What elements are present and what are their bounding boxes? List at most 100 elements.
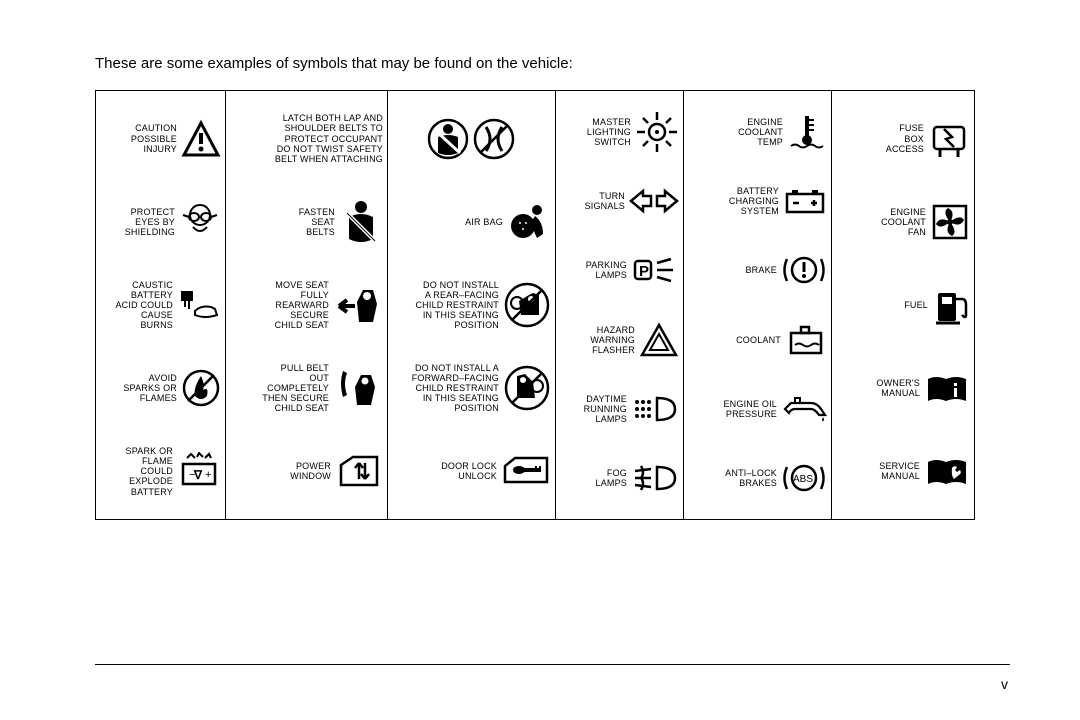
symbol-label: POWER WINDOW [290, 461, 331, 481]
symbol-label: MASTER LIGHTING SWITCH [587, 117, 631, 147]
symbol-label: LATCH BOTH LAP AND SHOULDER BELTS TO PRO… [275, 113, 383, 163]
parking-lamps-icon: P [631, 255, 679, 285]
caution-triangle-icon [181, 119, 221, 159]
symbol-cell: DOOR LOCK UNLOCK [392, 430, 551, 513]
symbol-label: BATTERY CHARGING SYSTEM [729, 186, 779, 216]
symbol-label: PARKING LAMPS [586, 260, 627, 280]
childseat-belt-icon [333, 363, 383, 413]
page-number: v [1001, 676, 1008, 692]
oil-icon [781, 395, 827, 423]
symbol-label: PULL BELT OUT COMPLETELY THEN SECURE CHI… [262, 363, 329, 413]
column: AIR BAG DO NOT INSTALL A REAR–FACING CHIL… [388, 91, 556, 519]
abs-icon: ABS [781, 461, 827, 495]
symbol-label: DAYTIME RUNNING LAMPS [584, 394, 627, 424]
goggles-icon [179, 201, 221, 243]
symbol-cell: FUEL [836, 263, 970, 346]
master-light-icon [635, 110, 679, 154]
symbol-label: OWNER'S MANUAL [876, 378, 920, 398]
symbol-label: SERVICE MANUAL [879, 461, 920, 481]
symbol-cell: PROTECT EYES BY SHIELDING [100, 180, 221, 263]
door-lock-icon [501, 454, 551, 488]
symbol-label: COOLANT [736, 335, 781, 345]
power-window-icon [335, 451, 383, 491]
svg-text:∇: ∇ [193, 468, 203, 482]
symbol-label: PROTECT EYES BY SHIELDING [125, 207, 175, 237]
no-rear-childseat-icon [503, 281, 551, 329]
symbol-cell: DO NOT INSTALL A REAR–FACING CHILD RESTR… [392, 263, 551, 346]
symbol-label: ENGINE COOLANT FAN [881, 207, 926, 237]
svg-text:ABS: ABS [793, 474, 813, 485]
drl-icon [631, 394, 679, 424]
acid-hand-icon [177, 287, 221, 323]
symbol-label: ENGINE COOLANT TEMP [738, 117, 783, 147]
brake-icon [781, 253, 827, 287]
symbol-cell: BATTERY CHARGING SYSTEM [688, 166, 827, 235]
symbol-label: ENGINE OIL PRESSURE [723, 399, 777, 419]
symbol-cell: HAZARD WARNING FLASHER [560, 305, 679, 374]
symbol-panel: CAUTION POSSIBLE INJURY PROTECT EYES BY S… [95, 90, 975, 520]
symbol-cell: TURN SIGNALS [560, 166, 679, 235]
symbol-label: FASTEN SEAT BELTS [299, 207, 335, 237]
belt-twist-icon [426, 117, 518, 161]
symbol-label: SPARK OR FLAME COULD EXPLODE BATTERY [126, 446, 173, 496]
intro-text: These are some examples of symbols that … [95, 55, 1010, 72]
symbol-cell [392, 97, 551, 180]
fuel-icon [932, 285, 970, 325]
symbol-cell: COOLANT [688, 305, 827, 374]
svg-text:+: + [205, 469, 211, 481]
column: LATCH BOTH LAP AND SHOULDER BELTS TO PRO… [226, 91, 388, 519]
coolant-icon [785, 323, 827, 357]
symbol-label: FUEL [904, 300, 928, 310]
symbol-cell: DO NOT INSTALL A FORWARD–FACING CHILD RE… [392, 347, 551, 430]
symbol-cell: PARKING LAMPS P [560, 236, 679, 305]
symbol-cell: ENGINE COOLANT TEMP [688, 97, 827, 166]
symbol-cell: SPARK OR FLAME COULD EXPLODE BATTERY−∇+ [100, 430, 221, 513]
fuse-icon [928, 119, 970, 159]
footer-rule [95, 664, 1010, 665]
symbol-cell: AIR BAG [392, 180, 551, 263]
symbol-cell: OWNER'S MANUAL [836, 347, 970, 430]
no-flame-icon [181, 368, 221, 408]
symbol-label: ANTI–LOCK BRAKES [725, 468, 777, 488]
symbol-cell: FUSE BOX ACCESS [836, 97, 970, 180]
battery-explode-icon: −∇+ [177, 452, 221, 490]
symbol-label: DO NOT INSTALL A REAR–FACING CHILD RESTR… [415, 280, 499, 330]
symbol-cell: ANTI–LOCK BRAKES ABS [688, 444, 827, 513]
battery-icon [783, 186, 827, 216]
symbol-label: AIR BAG [465, 217, 503, 227]
symbol-label: FOG LAMPS [595, 468, 627, 488]
symbol-cell: SERVICE MANUAL [836, 430, 970, 513]
symbol-cell: PULL BELT OUT COMPLETELY THEN SECURE CHI… [230, 347, 383, 430]
svg-text:P: P [639, 263, 649, 280]
symbol-cell: FASTEN SEAT BELTS [230, 180, 383, 263]
symbol-cell: MOVE SEAT FULLY REARWARD SECURE CHILD SE… [230, 263, 383, 346]
symbol-cell: POWER WINDOW [230, 430, 383, 513]
column: ENGINE COOLANT TEMP BATTERY CHARGING SYST… [684, 91, 832, 519]
symbol-cell: ENGINE COOLANT FAN [836, 180, 970, 263]
symbol-label: BRAKE [745, 265, 777, 275]
symbol-label: TURN SIGNALS [585, 191, 625, 211]
symbol-cell: MASTER LIGHTING SWITCH [560, 97, 679, 166]
symbol-cell: ENGINE OIL PRESSURE [688, 374, 827, 443]
column: FUSE BOX ACCESS ENGINE COOLANT FAN FUEL OWN… [832, 91, 974, 519]
column: MASTER LIGHTING SWITCH TURN SIGNALS PARKIN… [556, 91, 684, 519]
turn-signals-icon [629, 187, 679, 215]
no-fwd-childseat-icon [503, 364, 551, 412]
symbol-cell: CAUSTIC BATTERY ACID COULD CAUSE BURNS [100, 263, 221, 346]
symbol-cell: DAYTIME RUNNING LAMPS [560, 374, 679, 443]
symbol-label: CAUTION POSSIBLE INJURY [131, 123, 177, 153]
symbol-cell: FOG LAMPS [560, 444, 679, 513]
fog-lamps-icon [631, 463, 679, 493]
symbol-label: AVOID SPARKS OR FLAMES [123, 373, 177, 403]
symbol-label: CAUSTIC BATTERY ACID COULD CAUSE BURNS [115, 280, 173, 330]
symbol-label: HAZARD WARNING FLASHER [590, 325, 635, 355]
symbol-label: FUSE BOX ACCESS [886, 123, 924, 153]
symbol-cell: AVOID SPARKS OR FLAMES [100, 347, 221, 430]
symbol-cell: BRAKE [688, 236, 827, 305]
seatbelt-icon [339, 197, 383, 247]
symbol-cell: CAUTION POSSIBLE INJURY [100, 97, 221, 180]
symbol-label: DO NOT INSTALL A FORWARD–FACING CHILD RE… [412, 363, 499, 413]
column: CAUTION POSSIBLE INJURY PROTECT EYES BY S… [96, 91, 226, 519]
hazard-icon [639, 322, 679, 358]
coolant-temp-icon [787, 112, 827, 152]
